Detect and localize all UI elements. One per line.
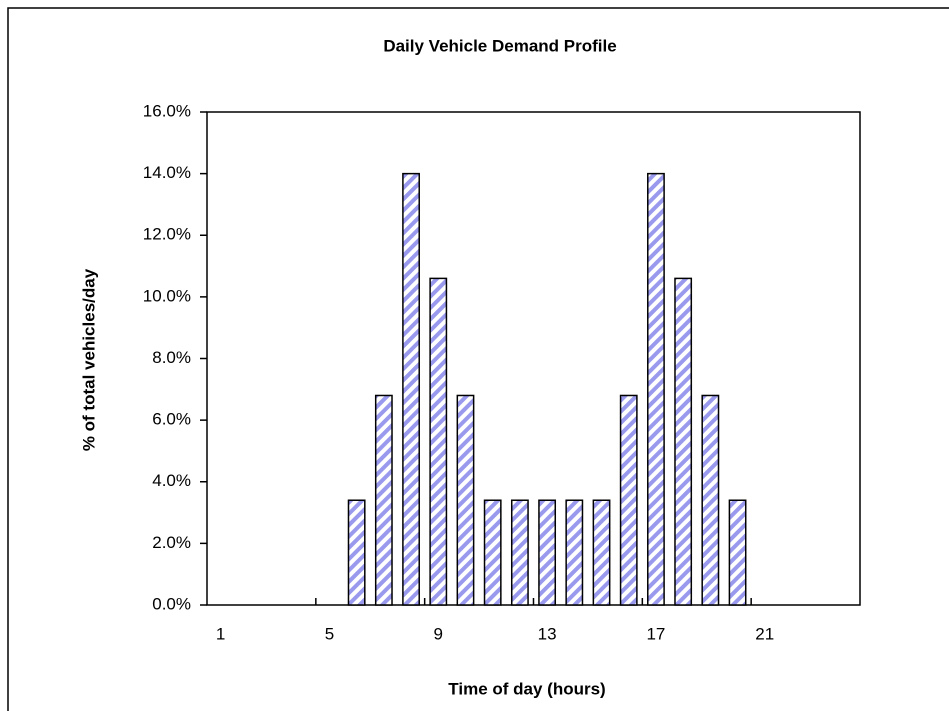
bar [347, 499, 366, 606]
bar [374, 394, 393, 606]
x-tick-label: 9 [434, 624, 443, 643]
bar [619, 394, 638, 606]
plot-area [206, 111, 861, 606]
y-tick-label: 6.0% [152, 410, 191, 429]
bar [510, 499, 529, 606]
bar [647, 172, 665, 606]
bar [429, 277, 448, 606]
x-tick-label: 5 [325, 624, 334, 643]
x-tick-label: 17 [646, 624, 665, 643]
y-tick-label: 16.0% [143, 101, 191, 120]
y-tick-label: 8.0% [152, 348, 191, 367]
bar [701, 394, 720, 606]
chart-title: Daily Vehicle Demand Profile [383, 36, 616, 55]
y-tick-label: 10.0% [143, 286, 191, 305]
frame [7, 7, 949, 711]
bar [592, 499, 611, 606]
y-tick-label: 14.0% [143, 163, 191, 182]
x-tick-label: 1 [216, 624, 225, 643]
bar [674, 277, 693, 606]
x-tick-label: 21 [755, 624, 774, 643]
x-axis-label: Time of day (hours) [448, 679, 605, 698]
x-tick-label: 13 [538, 624, 557, 643]
y-tick-label: 0.0% [152, 594, 191, 613]
y-tick-label: 4.0% [152, 471, 191, 490]
bar [483, 499, 502, 606]
bar [402, 172, 420, 606]
bar [538, 499, 557, 606]
y-axis-label: % of total vehicles/day [79, 268, 98, 451]
bar [728, 499, 747, 606]
y-tick-label: 12.0% [143, 225, 191, 244]
bar [565, 499, 584, 606]
y-tick-label: 2.0% [152, 533, 191, 552]
bar [456, 394, 475, 606]
